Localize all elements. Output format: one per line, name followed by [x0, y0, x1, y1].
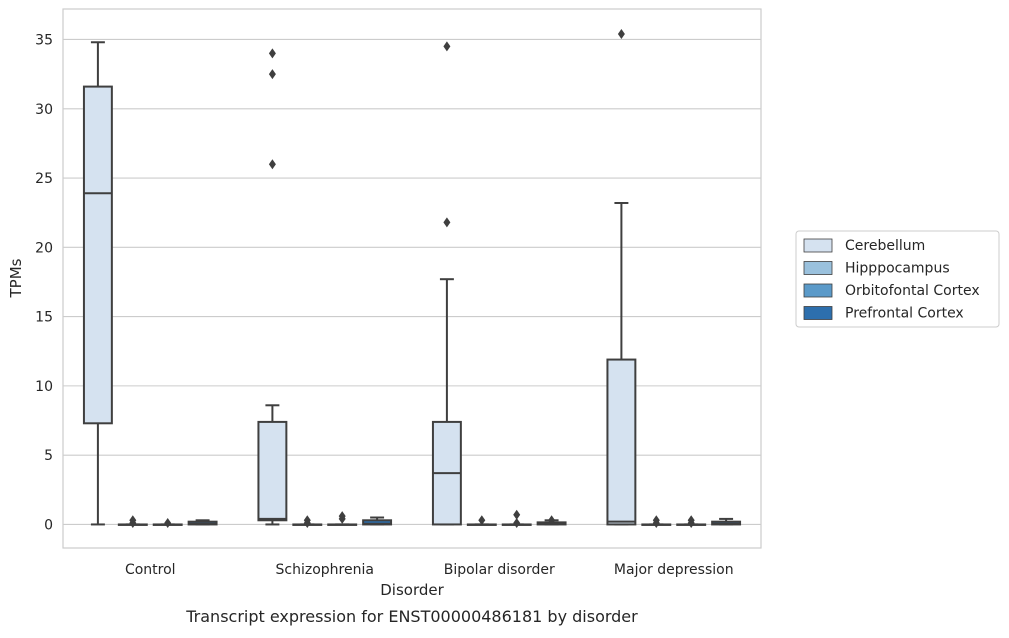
box-group: [152, 518, 183, 529]
outlier-marker: [548, 515, 556, 526]
legend-label: Cerebellum: [845, 238, 925, 254]
box-group: [641, 515, 672, 529]
x-tick-labels: Control Schizophrenia Bipolar disorder Majo…: [125, 562, 734, 578]
outlier-marker: [268, 48, 276, 59]
legend-swatch: [803, 238, 833, 253]
box-group: [431, 41, 462, 526]
box-group: [501, 509, 532, 529]
chart-caption: Transcript expression for ENST0000048618…: [185, 607, 638, 626]
y-tick-label: 30: [35, 102, 53, 118]
legend-label: Orbitofontal Cortex: [845, 283, 980, 299]
x-tick-label: Major depression: [614, 562, 734, 578]
grid-layer: [63, 38, 761, 525]
y-tick-label: 10: [35, 379, 53, 395]
box-body: [82, 85, 113, 425]
box-group: [606, 28, 637, 526]
outlier-marker: [443, 41, 451, 52]
box-group: [187, 519, 218, 526]
outlier-marker: [513, 509, 521, 520]
box-body: [257, 420, 288, 522]
outlier-marker: [478, 515, 486, 526]
box-group: [466, 515, 497, 526]
x-axis-label: Disorder: [380, 581, 444, 599]
box-group: [711, 517, 742, 526]
y-axis-label: TPMs: [7, 258, 25, 298]
y-tick-label: 35: [35, 32, 53, 48]
box-group: [327, 511, 358, 526]
box-group: [257, 48, 288, 526]
box-group: [676, 515, 707, 529]
legend-swatch: [803, 306, 833, 320]
y-tick-label: 15: [35, 310, 53, 326]
legend-label: Hipppocampus: [845, 261, 950, 277]
box-group: [117, 515, 148, 529]
box-layer: [82, 28, 742, 529]
legend-frame: [795, 230, 1000, 328]
outlier-marker: [443, 217, 451, 228]
outlier-marker: [303, 515, 311, 526]
outlier-marker: [268, 69, 276, 80]
y-tick-label: 25: [35, 171, 53, 187]
outlier-marker: [164, 518, 172, 529]
x-tick-label: Schizophrenia: [276, 562, 374, 578]
legend-label: Prefrontal Cortex: [845, 306, 964, 322]
outlier-marker: [652, 515, 660, 526]
x-tick-label: Bipolar disorder: [444, 562, 555, 578]
y-tick-label: 20: [35, 240, 53, 256]
outlier-marker: [513, 518, 521, 529]
legend-swatch: [803, 283, 833, 298]
outlier-marker: [338, 511, 346, 522]
y-tick-label: 0: [44, 517, 53, 533]
box-body: [606, 358, 637, 526]
outlier-marker: [687, 515, 695, 526]
y-tick-labels: 0 5 10 15 20 25 30 35: [35, 32, 53, 533]
outlier-marker: [617, 28, 625, 39]
y-tick-label: 5: [44, 448, 53, 464]
outlier-marker: [129, 515, 137, 526]
box-group: [292, 515, 323, 529]
outlier-marker: [268, 159, 276, 170]
legend: Cerebellum Hipppocampus Orbitofontal Corte…: [795, 230, 1000, 328]
plot-area: [62, 8, 762, 549]
x-tick-label: Control: [125, 562, 176, 578]
legend-swatch: [803, 261, 833, 275]
box-group: [362, 516, 393, 526]
box-group: [82, 41, 113, 526]
box-group: [536, 515, 567, 526]
